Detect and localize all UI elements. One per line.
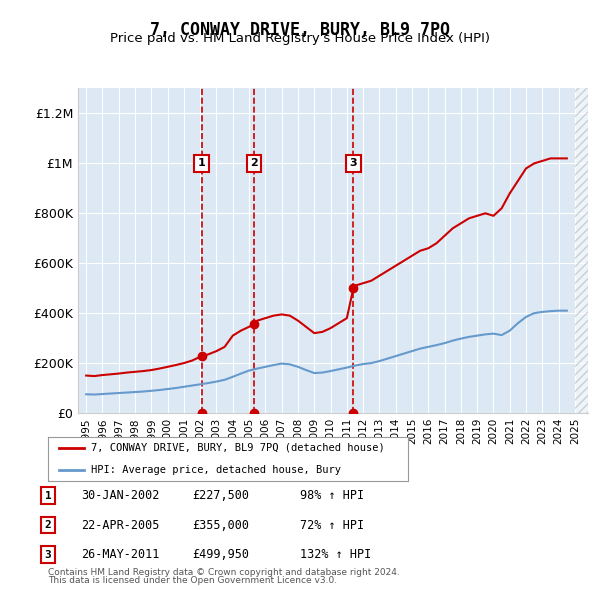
Text: 3: 3 xyxy=(350,158,357,168)
Text: 7, CONWAY DRIVE, BURY, BL9 7PQ (detached house): 7, CONWAY DRIVE, BURY, BL9 7PQ (detached… xyxy=(91,442,385,453)
Text: 2: 2 xyxy=(44,520,52,530)
Text: 98% ↑ HPI: 98% ↑ HPI xyxy=(300,489,364,502)
Text: £355,000: £355,000 xyxy=(192,519,249,532)
Text: 22-APR-2005: 22-APR-2005 xyxy=(81,519,160,532)
Text: 72% ↑ HPI: 72% ↑ HPI xyxy=(300,519,364,532)
Text: 26-MAY-2011: 26-MAY-2011 xyxy=(81,548,160,561)
Text: This data is licensed under the Open Government Licence v3.0.: This data is licensed under the Open Gov… xyxy=(48,576,337,585)
Text: 2: 2 xyxy=(250,158,258,168)
Text: 30-JAN-2002: 30-JAN-2002 xyxy=(81,489,160,502)
Text: HPI: Average price, detached house, Bury: HPI: Average price, detached house, Bury xyxy=(91,465,341,475)
Text: 7, CONWAY DRIVE, BURY, BL9 7PQ: 7, CONWAY DRIVE, BURY, BL9 7PQ xyxy=(150,21,450,39)
Text: 1: 1 xyxy=(197,158,205,168)
Text: Contains HM Land Registry data © Crown copyright and database right 2024.: Contains HM Land Registry data © Crown c… xyxy=(48,568,400,577)
Text: Price paid vs. HM Land Registry's House Price Index (HPI): Price paid vs. HM Land Registry's House … xyxy=(110,32,490,45)
Text: £499,950: £499,950 xyxy=(192,548,249,561)
Bar xyxy=(575,88,588,413)
Text: 132% ↑ HPI: 132% ↑ HPI xyxy=(300,548,371,561)
Text: 1: 1 xyxy=(44,491,52,500)
Text: 3: 3 xyxy=(44,550,52,559)
Text: £227,500: £227,500 xyxy=(192,489,249,502)
